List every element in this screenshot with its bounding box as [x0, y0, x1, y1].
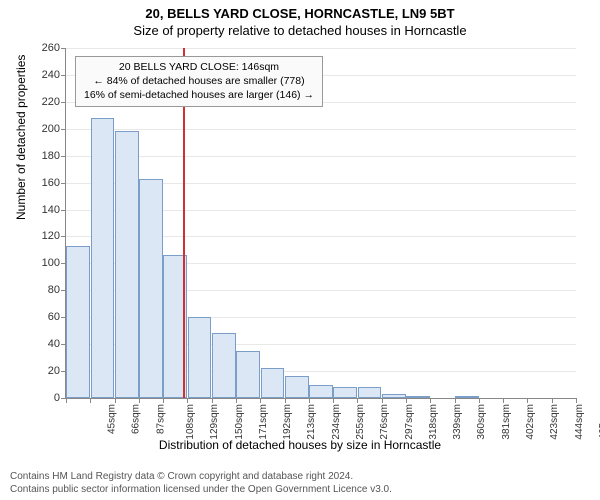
histogram-bar [188, 317, 212, 398]
ytick-mark [61, 75, 66, 76]
histogram-bar [261, 368, 285, 398]
xtick-label: 276sqm [379, 404, 390, 440]
xtick-mark [187, 398, 188, 403]
histogram-bar [91, 118, 115, 398]
histogram-bar [406, 396, 430, 398]
xtick-mark [163, 398, 164, 403]
xtick-label: 213sqm [307, 404, 318, 440]
histogram-bar [455, 396, 479, 398]
xtick-label: 339sqm [452, 404, 463, 440]
x-axis-label: Distribution of detached houses by size … [0, 438, 600, 452]
histogram-bar [66, 246, 90, 398]
xtick-mark [503, 398, 504, 403]
footer-line2: Contains public sector information licen… [10, 483, 392, 496]
xtick-mark [236, 398, 237, 403]
histogram-bar [333, 387, 357, 398]
ytick-label: 240 [40, 69, 60, 81]
xtick-mark [66, 398, 67, 403]
histogram-bar [358, 387, 382, 398]
ytick-label: 80 [40, 284, 60, 296]
title-address: 20, BELLS YARD CLOSE, HORNCASTLE, LN9 5B… [0, 0, 600, 21]
xtick-label: 360sqm [477, 404, 488, 440]
xtick-mark [333, 398, 334, 403]
annotation-line1: 20 BELLS YARD CLOSE: 146sqm [84, 60, 314, 74]
xtick-mark [479, 398, 480, 403]
histogram-bar [236, 351, 260, 398]
ytick-label: 200 [40, 123, 60, 135]
xtick-mark [309, 398, 310, 403]
xtick-label: 297sqm [404, 404, 415, 440]
xtick-mark [285, 398, 286, 403]
chart-area: 45sqm66sqm87sqm108sqm129sqm150sqm171sqm1… [65, 48, 575, 398]
xtick-mark [357, 398, 358, 403]
xtick-mark [115, 398, 116, 403]
xtick-mark [382, 398, 383, 403]
xtick-label: 150sqm [234, 404, 245, 440]
xtick-label: 423sqm [549, 404, 560, 440]
xtick-label: 234sqm [331, 404, 342, 440]
title-subtitle: Size of property relative to detached ho… [0, 21, 600, 38]
ytick-mark [61, 236, 66, 237]
ytick-mark [61, 102, 66, 103]
ytick-mark [61, 129, 66, 130]
xtick-mark [212, 398, 213, 403]
ytick-label: 140 [40, 204, 60, 216]
gridline [66, 156, 576, 157]
histogram-bar [285, 376, 309, 398]
ytick-label: 20 [40, 365, 60, 377]
xtick-mark [260, 398, 261, 403]
xtick-label: 108sqm [185, 404, 196, 440]
annotation-box: 20 BELLS YARD CLOSE: 146sqm ← 84% of det… [75, 56, 323, 107]
ytick-label: 220 [40, 96, 60, 108]
xtick-label: 171sqm [258, 404, 269, 440]
histogram-bar [382, 394, 406, 398]
ytick-mark [61, 48, 66, 49]
xtick-label: 381sqm [501, 404, 512, 440]
xtick-label: 129sqm [209, 404, 220, 440]
y-axis-label: Number of detached properties [14, 55, 28, 220]
xtick-mark [455, 398, 456, 403]
histogram-bar [115, 131, 139, 398]
histogram-bar [212, 333, 236, 398]
ytick-label: 40 [40, 338, 60, 350]
xtick-label: 192sqm [282, 404, 293, 440]
footer-line1: Contains HM Land Registry data © Crown c… [10, 470, 392, 483]
ytick-mark [61, 183, 66, 184]
xtick-mark [552, 398, 553, 403]
xtick-label: 318sqm [428, 404, 439, 440]
chart-container: 20, BELLS YARD CLOSE, HORNCASTLE, LN9 5B… [0, 0, 600, 500]
xtick-label: 444sqm [574, 404, 585, 440]
xtick-mark [527, 398, 528, 403]
xtick-mark [576, 398, 577, 403]
xtick-mark [139, 398, 140, 403]
xtick-label: 255sqm [355, 404, 366, 440]
gridline [66, 129, 576, 130]
footer: Contains HM Land Registry data © Crown c… [10, 470, 392, 496]
xtick-mark [430, 398, 431, 403]
ytick-label: 260 [40, 42, 60, 54]
ytick-label: 160 [40, 177, 60, 189]
ytick-label: 100 [40, 257, 60, 269]
xtick-label: 45sqm [107, 404, 118, 434]
ytick-label: 180 [40, 150, 60, 162]
ytick-label: 120 [40, 230, 60, 242]
xtick-label: 402sqm [525, 404, 536, 440]
xtick-mark [406, 398, 407, 403]
histogram-bar [309, 385, 333, 398]
xtick-label: 66sqm [131, 404, 142, 434]
ytick-label: 0 [40, 392, 60, 404]
annotation-line2: ← 84% of detached houses are smaller (77… [84, 74, 314, 88]
ytick-mark [61, 210, 66, 211]
ytick-label: 60 [40, 311, 60, 323]
xtick-label: 87sqm [155, 404, 166, 434]
ytick-mark [61, 156, 66, 157]
histogram-bar [139, 179, 163, 398]
xtick-mark [90, 398, 91, 403]
annotation-line3: 16% of semi-detached houses are larger (… [84, 88, 314, 102]
gridline [66, 48, 576, 49]
